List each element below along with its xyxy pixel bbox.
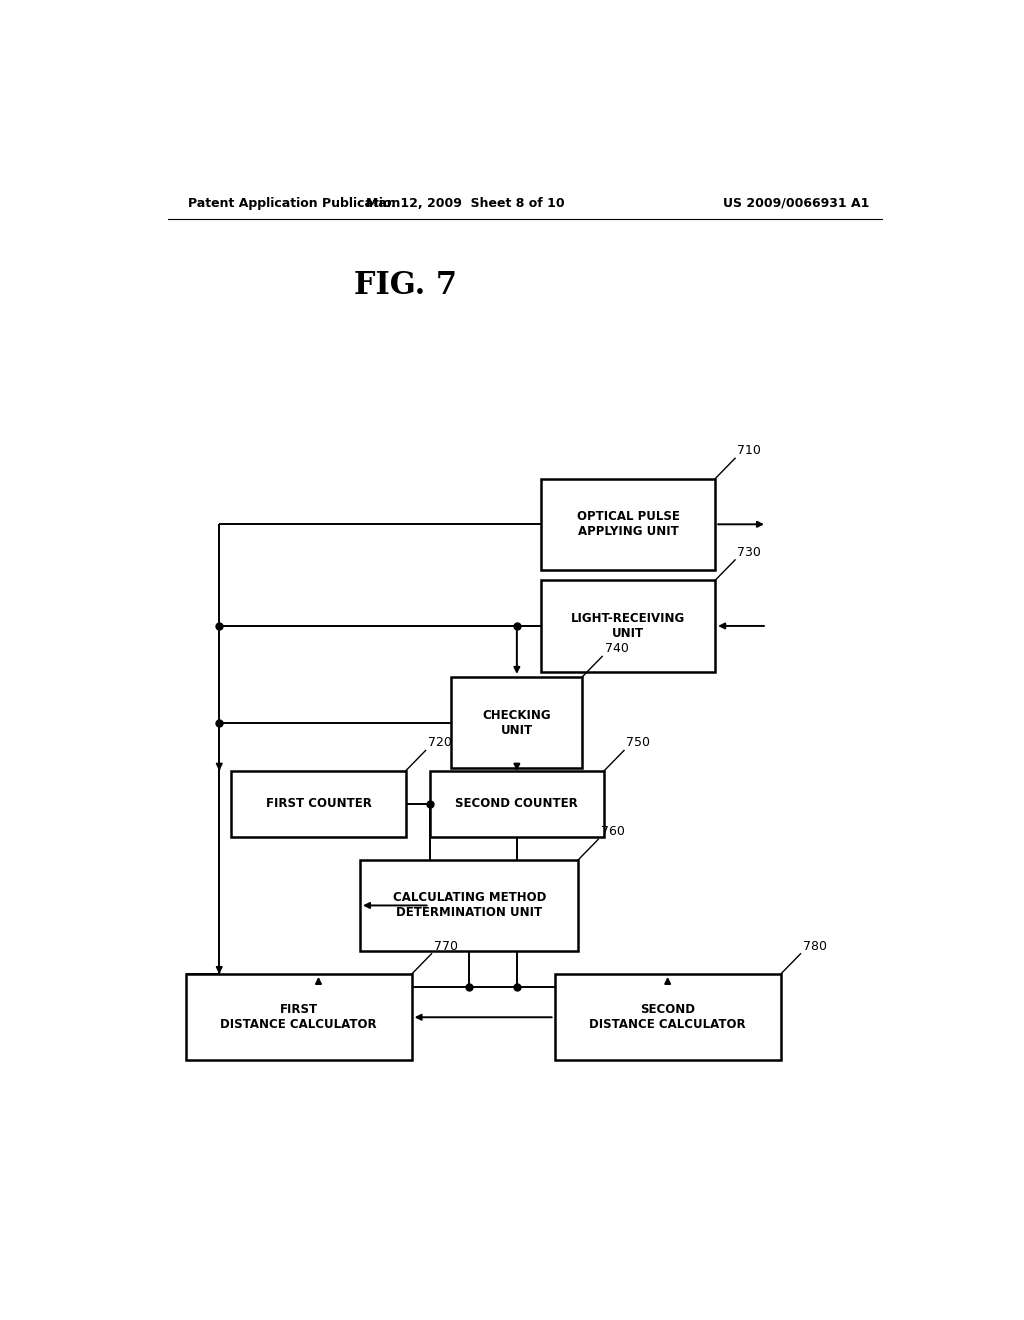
Text: 750: 750 [627, 737, 650, 750]
Text: CHECKING
UNIT: CHECKING UNIT [482, 709, 551, 737]
Text: SECOND
DISTANCE CALCULATOR: SECOND DISTANCE CALCULATOR [590, 1003, 745, 1031]
Text: 740: 740 [604, 643, 629, 656]
Text: 770: 770 [434, 940, 458, 953]
Text: FIRST COUNTER: FIRST COUNTER [265, 797, 372, 810]
Bar [360, 859, 579, 952]
Text: 710: 710 [737, 445, 762, 457]
Bar [430, 771, 604, 837]
Text: US 2009/0066931 A1: US 2009/0066931 A1 [723, 197, 869, 210]
Text: 760: 760 [601, 825, 625, 838]
Bar [555, 974, 780, 1060]
Bar [231, 771, 406, 837]
Text: 780: 780 [803, 940, 827, 953]
Text: Patent Application Publication: Patent Application Publication [187, 197, 400, 210]
Text: 730: 730 [737, 546, 762, 558]
Text: OPTICAL PULSE
APPLYING UNIT: OPTICAL PULSE APPLYING UNIT [577, 511, 679, 539]
Text: Mar. 12, 2009  Sheet 8 of 10: Mar. 12, 2009 Sheet 8 of 10 [366, 197, 564, 210]
Text: FIRST
DISTANCE CALCULATOR: FIRST DISTANCE CALCULATOR [220, 1003, 377, 1031]
Bar [541, 581, 715, 672]
Bar [185, 974, 412, 1060]
Text: CALCULATING METHOD
DETERMINATION UNIT: CALCULATING METHOD DETERMINATION UNIT [392, 891, 546, 920]
Bar [452, 677, 583, 768]
Text: LIGHT-RECEIVING
UNIT: LIGHT-RECEIVING UNIT [570, 612, 685, 640]
Text: SECOND COUNTER: SECOND COUNTER [456, 797, 579, 810]
Text: 720: 720 [428, 737, 452, 750]
Bar [541, 479, 715, 570]
Text: FIG. 7: FIG. 7 [354, 271, 458, 301]
